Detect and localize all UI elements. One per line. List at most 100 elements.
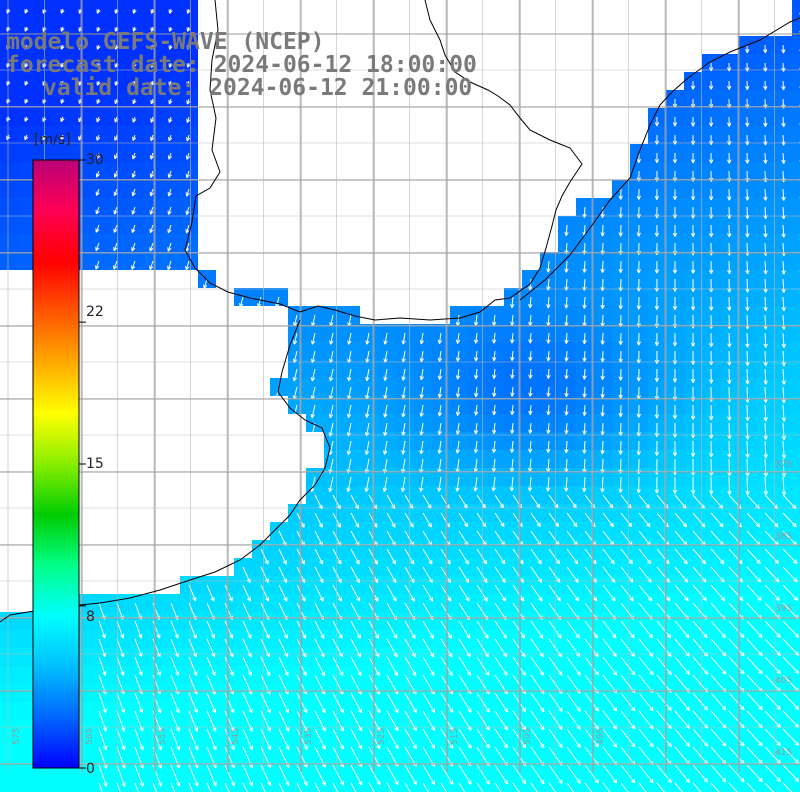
wind-cell bbox=[54, 774, 72, 792]
wind-cell bbox=[792, 504, 800, 522]
model-title: modelo GEFS-WAVE (NCEP) bbox=[6, 29, 325, 55]
wind-arrow bbox=[746, 296, 749, 311]
wind-arrow-head bbox=[60, 10, 65, 14]
wind-arrow-head bbox=[522, 578, 524, 583]
wind-cell bbox=[18, 198, 36, 216]
wind-cell bbox=[792, 468, 800, 486]
wind-arrow-head bbox=[558, 578, 561, 583]
wind-arrow-head bbox=[504, 578, 506, 583]
colorbar-tick: 30 bbox=[86, 152, 104, 168]
wind-cell bbox=[792, 738, 800, 756]
wind-arrow-head bbox=[540, 578, 543, 583]
wind-arrow-head bbox=[187, 10, 191, 14]
colorbar-unit: [m/s] bbox=[34, 132, 71, 148]
colorbar bbox=[32, 159, 86, 769]
wind-cell bbox=[792, 432, 800, 450]
wind-cell bbox=[18, 252, 36, 270]
wind-arrow-head bbox=[579, 707, 581, 712]
colorbar-gradient bbox=[32, 159, 80, 769]
wind-cell bbox=[792, 378, 800, 396]
wind-arrow-head bbox=[539, 522, 541, 527]
wind-cell bbox=[0, 666, 18, 684]
wind-cell bbox=[792, 648, 800, 666]
wind-cell bbox=[18, 666, 36, 684]
wind-arrow-head bbox=[577, 596, 580, 602]
wind-arrow-head bbox=[560, 707, 563, 712]
wind-cell bbox=[792, 486, 800, 504]
wind-arrow bbox=[746, 278, 749, 293]
wind-arrow-head bbox=[579, 725, 581, 730]
wind-arrow bbox=[728, 440, 731, 458]
lon-label: 565 bbox=[85, 727, 95, 745]
wind-arrow bbox=[746, 386, 749, 403]
wind-arrow-head bbox=[558, 559, 561, 564]
wind-cell bbox=[792, 36, 800, 54]
wind-arrow-head bbox=[542, 707, 545, 712]
wind-arrow bbox=[619, 476, 622, 493]
wind-cell bbox=[0, 234, 18, 252]
colorbar-tick: 8 bbox=[86, 609, 95, 625]
wind-cell bbox=[792, 756, 800, 774]
wind-arrow-head bbox=[579, 671, 581, 676]
wind-arrow-head bbox=[541, 634, 544, 639]
wind-cell bbox=[792, 144, 800, 162]
wind-arrow-head bbox=[520, 503, 523, 508]
wind-cell bbox=[792, 198, 800, 216]
wind-arrow-head bbox=[538, 503, 541, 508]
wind-cell bbox=[792, 414, 800, 432]
wind-cell bbox=[792, 18, 800, 36]
wind-cell bbox=[792, 540, 800, 558]
colorbar-tick: 15 bbox=[86, 456, 104, 472]
wind-arrow-head bbox=[168, 9, 171, 14]
lon-label: 555 bbox=[158, 727, 168, 745]
wind-arrow-head bbox=[524, 779, 527, 784]
wind-arrow-head bbox=[560, 634, 562, 639]
lon-label: 575 bbox=[12, 727, 22, 745]
wind-arrow-head bbox=[541, 597, 543, 602]
wind-arrow-head bbox=[542, 779, 545, 784]
wind-cell bbox=[18, 234, 36, 252]
wind-arrow-head bbox=[576, 578, 579, 583]
wind-cell bbox=[792, 234, 800, 252]
lat-label: 385 bbox=[775, 532, 793, 542]
wind-arrow-head bbox=[560, 725, 563, 730]
wind-cell bbox=[792, 702, 800, 720]
wind-cell bbox=[792, 90, 800, 108]
wind-cell bbox=[0, 738, 18, 756]
wind-arrow bbox=[746, 350, 749, 366]
wind-arrow-head bbox=[186, 9, 189, 14]
wind-cell bbox=[36, 144, 54, 162]
wind-cell bbox=[18, 648, 36, 666]
wind-cell bbox=[792, 324, 800, 342]
wind-cell bbox=[792, 720, 800, 738]
wind-arrow-head bbox=[560, 671, 563, 676]
colorbar-tick: 22 bbox=[86, 304, 104, 320]
wind-cell bbox=[792, 72, 800, 90]
wind-cell bbox=[0, 162, 18, 180]
wind-cell bbox=[792, 216, 800, 234]
wind-cell bbox=[792, 54, 800, 72]
wind-cell bbox=[792, 450, 800, 468]
wind-cell bbox=[792, 594, 800, 612]
wind-arrow bbox=[728, 458, 731, 477]
wind-arrow-head bbox=[505, 634, 507, 639]
wind-cell bbox=[0, 774, 18, 792]
wind-arrow-head bbox=[560, 689, 563, 694]
wind-arrow-head bbox=[502, 503, 504, 508]
wind-cell bbox=[0, 612, 18, 630]
wind-arrow-head bbox=[503, 559, 506, 565]
wind-arrow-head bbox=[557, 522, 560, 527]
wind-cell bbox=[0, 198, 18, 216]
lat-label: 375 bbox=[775, 460, 793, 470]
wind-arrow-head bbox=[542, 652, 544, 657]
valid-date: valid date: 2024-06-12 21:00:00 bbox=[43, 75, 473, 101]
wind-arrow-head bbox=[542, 671, 545, 676]
wind-cell bbox=[792, 306, 800, 324]
wind-arrow-head bbox=[560, 743, 563, 748]
wind-cell bbox=[792, 0, 800, 18]
wind-cell bbox=[792, 396, 800, 414]
wind-arrow-head bbox=[524, 671, 526, 676]
wind-arrow-head bbox=[560, 779, 563, 784]
wind-cell bbox=[0, 702, 18, 720]
wind-cell bbox=[18, 144, 36, 162]
